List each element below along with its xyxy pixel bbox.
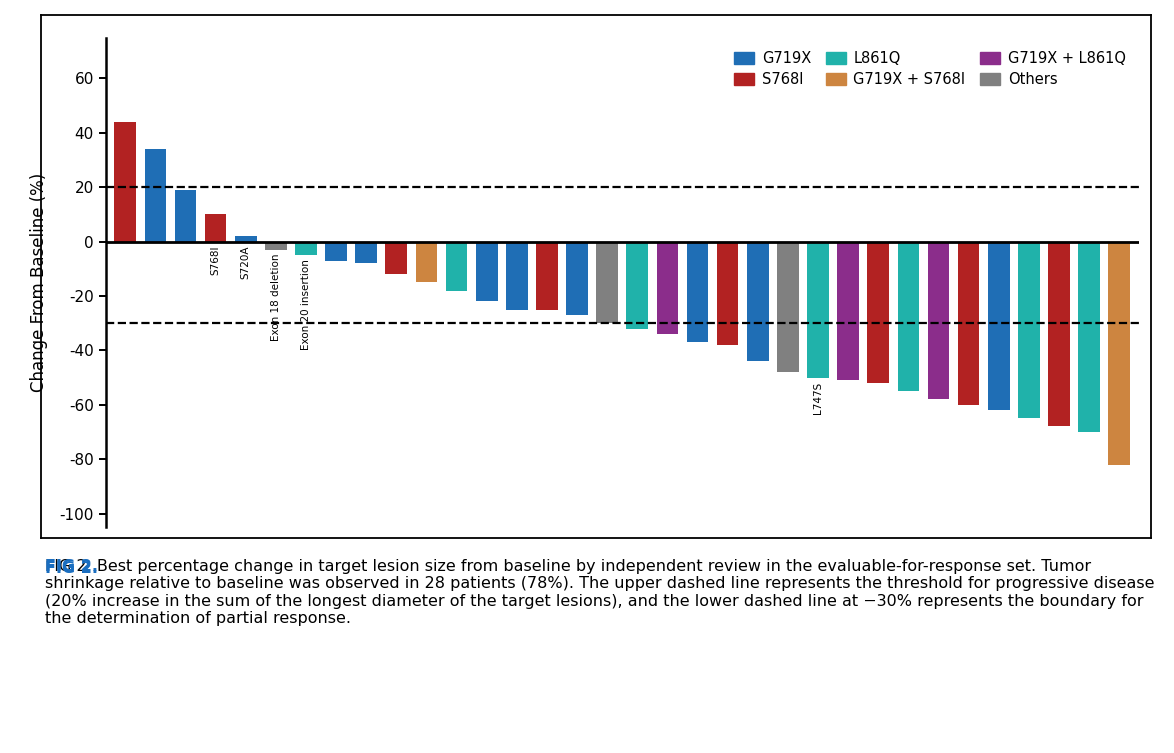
Y-axis label: Change From Baseline (%): Change From Baseline (%) [31, 172, 48, 392]
Bar [717, 242, 738, 345]
Text: S720A: S720A [241, 245, 251, 279]
Text: FIG 2. Best percentage change in target lesion size from baseline by independent: FIG 2. Best percentage change in target … [45, 559, 1154, 626]
Bar [987, 242, 1010, 410]
Text: Exon 18 deletion: Exon 18 deletion [271, 254, 281, 341]
Bar [325, 242, 348, 261]
Bar [1108, 242, 1131, 465]
Bar [506, 242, 527, 309]
Bar [265, 242, 286, 250]
Text: S768I: S768I [210, 245, 221, 275]
Bar [837, 242, 859, 380]
Text: Exon 20 insertion: Exon 20 insertion [301, 259, 311, 350]
Bar [144, 149, 167, 242]
Bar [868, 242, 889, 383]
Text: L747S: L747S [814, 382, 823, 414]
Bar [566, 242, 588, 315]
Legend: G719X, S768I, L861Q, G719X + S768I, G719X + L861Q, Others: G719X, S768I, L861Q, G719X + S768I, G719… [728, 45, 1132, 93]
Bar [747, 242, 769, 361]
Bar [446, 242, 467, 291]
Bar [385, 242, 407, 274]
Bar [537, 242, 558, 309]
Bar [958, 242, 979, 405]
Bar [295, 242, 317, 255]
Bar [235, 236, 257, 242]
Bar [1078, 242, 1100, 432]
Bar [204, 215, 227, 242]
Bar [627, 242, 648, 328]
Bar [1018, 242, 1040, 419]
Bar [656, 242, 679, 334]
Bar [175, 190, 196, 242]
Bar [596, 242, 618, 323]
Text: FIG 2.: FIG 2. [45, 559, 97, 574]
Bar [356, 242, 377, 264]
Bar [777, 242, 798, 372]
Bar [475, 242, 498, 301]
Bar [114, 122, 136, 242]
Bar [897, 242, 919, 391]
Bar [927, 242, 950, 399]
Text: FIG 2.: FIG 2. [45, 561, 97, 576]
Bar [1048, 242, 1070, 426]
Bar [808, 242, 829, 377]
Bar [687, 242, 708, 342]
Bar [416, 242, 437, 282]
